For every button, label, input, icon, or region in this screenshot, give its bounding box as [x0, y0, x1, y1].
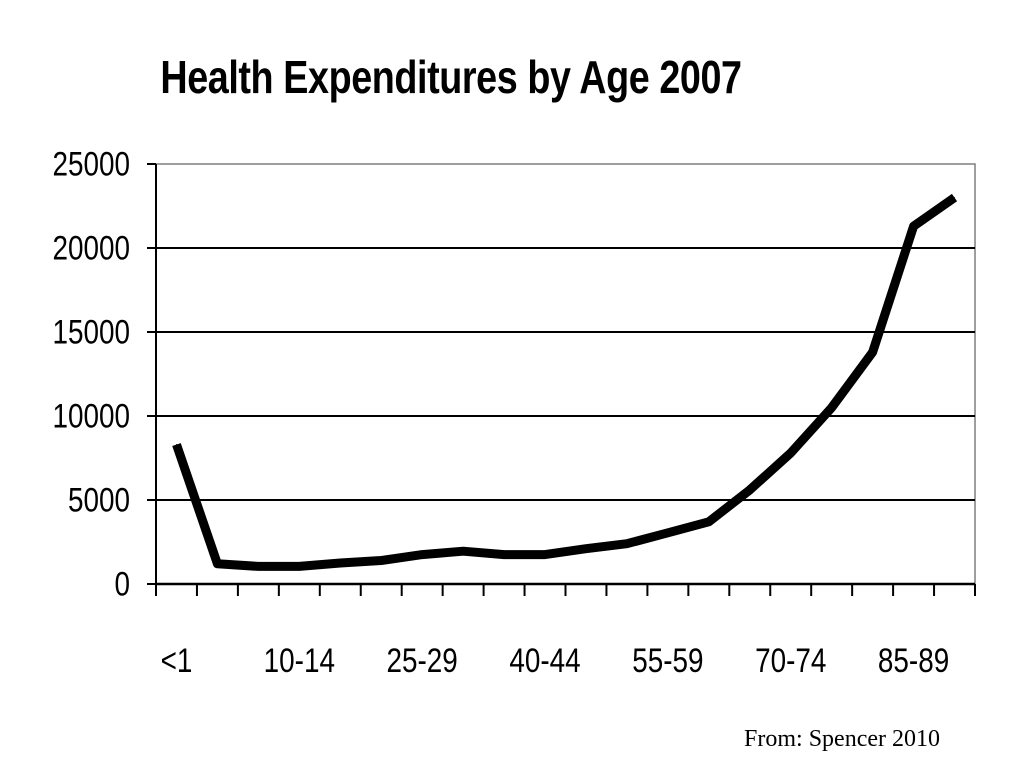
- data-point: [339, 562, 341, 564]
- data-point: [708, 521, 710, 523]
- data-point: [790, 452, 792, 454]
- data-point: [872, 351, 874, 353]
- data-point: [298, 565, 300, 567]
- data-point: [831, 407, 833, 409]
- label-layer: 0 5000 10000 15000 20000 25000 <1 10-14 25-29 40-…: [53, 145, 950, 680]
- data-point: [913, 225, 915, 227]
- axis-layer: [147, 163, 976, 596]
- x-tick-label: 25-29: [387, 641, 458, 679]
- y-tick-label: 15000: [53, 313, 130, 351]
- series-line: [172, 193, 958, 571]
- y-tick-label: 10000: [53, 397, 130, 435]
- chart-title: Health Expenditures by Age 2007: [160, 51, 742, 103]
- data-point: [749, 489, 751, 491]
- data-point: [954, 197, 956, 199]
- source-note: From: Spencer 2010: [744, 726, 940, 752]
- x-tick-label: 85-89: [878, 641, 949, 679]
- y-tick-label: 25000: [53, 145, 130, 183]
- data-point: [626, 543, 628, 545]
- data-point: [544, 554, 546, 556]
- data-point: [380, 559, 382, 561]
- x-tick-label: 10-14: [264, 641, 335, 679]
- data-point: [503, 554, 505, 556]
- data-point: [216, 563, 218, 565]
- data-point: [175, 444, 177, 446]
- x-tick-label: 40-44: [509, 641, 580, 679]
- data-point: [462, 550, 464, 552]
- data-point: [257, 565, 259, 567]
- y-tick-label: 0: [114, 565, 130, 603]
- y-tick-label: 5000: [68, 481, 130, 519]
- series-layer: [172, 193, 958, 571]
- x-tick-label: <1: [161, 641, 193, 679]
- data-point: [667, 532, 669, 534]
- data-point: [585, 548, 587, 550]
- data-point: [421, 554, 423, 556]
- x-tick-label: 70-74: [755, 641, 826, 679]
- x-tick-label: 55-59: [632, 641, 703, 679]
- y-tick-label: 20000: [53, 229, 130, 267]
